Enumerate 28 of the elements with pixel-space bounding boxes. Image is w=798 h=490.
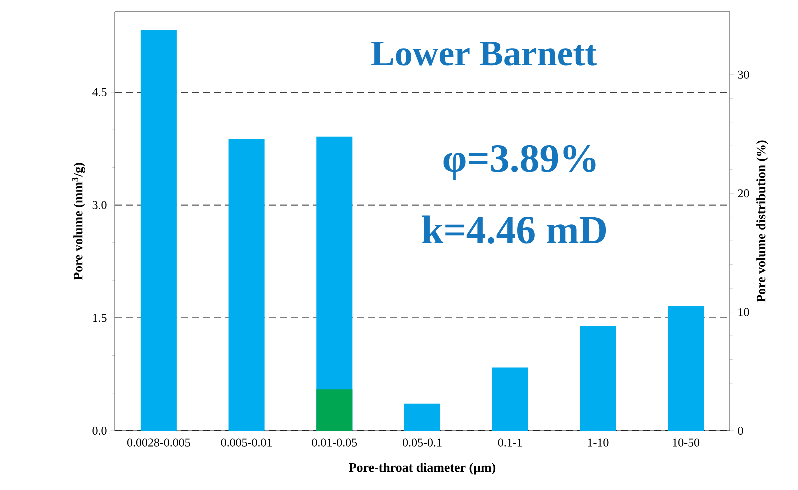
bar <box>492 368 528 431</box>
x-axis-title: Pore-throat diameter (µm) <box>349 462 496 475</box>
bar <box>668 306 704 431</box>
y-tick-label: 4.5 <box>92 88 107 96</box>
annotation: Lower Barnett <box>372 42 597 66</box>
x-tick-label: 0.05-0.1 <box>403 438 442 447</box>
bar <box>316 390 353 431</box>
annotation: φ=3.89% <box>444 145 596 180</box>
y-tick-label: 0.0 <box>92 426 107 436</box>
x-tick-label: 0.0028-0.005 <box>128 438 190 447</box>
bar <box>404 404 441 431</box>
y-tick-label: 1.5 <box>93 314 107 322</box>
y-axis-title: Pore volume (mm$^{3}$/g) <box>72 163 86 280</box>
bar <box>580 326 616 431</box>
y-tick-label: 3.0 <box>92 201 107 210</box>
x-tick-label: 0.01-0.05 <box>312 438 358 447</box>
x-tick-label: 10-50 <box>673 438 700 447</box>
x-tick-label: 1-10 <box>588 438 609 447</box>
y2-tick-label: 30 <box>738 70 750 79</box>
x-tick-label: 0.005-0.01 <box>221 438 272 447</box>
annotation: k=4.46 mD <box>422 216 606 244</box>
y2-tick-label: 20 <box>738 190 750 198</box>
y2-tick-label: 0 <box>738 426 744 436</box>
y2-tick-label: 10 <box>738 308 750 316</box>
y2-axis-title: Pore volume distribution (%) <box>756 140 768 303</box>
bar <box>228 139 265 431</box>
x-tick-label: 0.1-1 <box>498 438 522 447</box>
bar <box>140 30 177 431</box>
